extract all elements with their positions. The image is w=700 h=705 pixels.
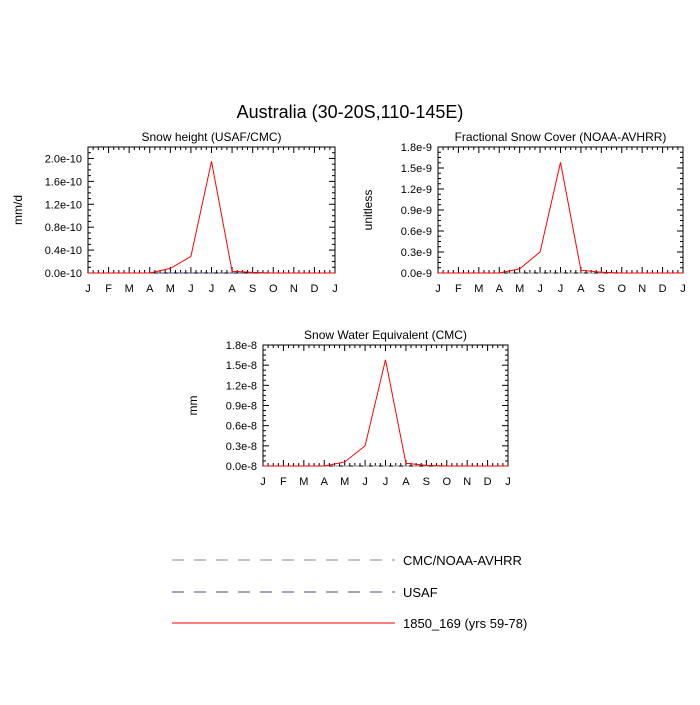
- y-axis-label: mm: [186, 396, 200, 416]
- chart-panel-1: Snow height (USAF/CMC) 0.0e-10 0.4e-10 0.8e…: [11, 130, 338, 295]
- y-tick-label: 1.2e-8: [226, 380, 257, 392]
- y-tick-label: 0.3e-8: [226, 441, 257, 453]
- x-tick-label: J: [558, 283, 564, 295]
- legend: CMC/NOAA-AVHRR USAF 1850_169 (yrs 59-78): [172, 553, 527, 631]
- x-tick-label: J: [209, 283, 215, 295]
- x-tick-label: D: [659, 283, 667, 295]
- x-tick-label: J: [383, 476, 389, 488]
- x-tick-label: A: [321, 476, 329, 488]
- y-tick-label: 0.9e-8: [226, 401, 257, 413]
- x-tick-label: J: [85, 283, 91, 295]
- x-tick-label: O: [269, 283, 278, 295]
- x-tick-label: A: [402, 476, 410, 488]
- x-tick-label: J: [188, 283, 194, 295]
- x-tick-label: F: [280, 476, 287, 488]
- y-tick-label: 0.3e-9: [401, 247, 432, 259]
- legend-label-1: CMC/NOAA-AVHRR: [403, 553, 522, 568]
- series-line-1850-169-yrs-59-78-: [438, 162, 683, 273]
- x-tick-label: J: [680, 283, 686, 295]
- y-tick-label: 2.0e-10: [45, 153, 82, 165]
- series-line-1850-169-yrs-59-78-: [263, 360, 508, 466]
- x-tick-label: A: [146, 283, 154, 295]
- x-tick-label: O: [617, 283, 626, 295]
- y-tick-label: 1.2e-9: [401, 184, 432, 196]
- y-axis-label: unitless: [361, 190, 375, 231]
- series-line-1850-169-yrs-59-78-: [88, 161, 335, 273]
- x-tick-label: M: [474, 283, 483, 295]
- legend-label-3: 1850_169 (yrs 59-78): [403, 616, 527, 631]
- plot-frame: [88, 147, 335, 273]
- x-tick-label: F: [455, 283, 462, 295]
- x-tick-label: N: [638, 283, 646, 295]
- x-tick-label: S: [423, 476, 430, 488]
- plot-frame: [263, 345, 508, 466]
- chart-panel-3: Snow Water Equivalent (CMC) 0.0e-8 0.3e-8 0…: [186, 328, 511, 488]
- y-tick-label: 0.4e-10: [45, 245, 82, 257]
- legend-label-2: USAF: [403, 585, 438, 600]
- x-tick-label: O: [442, 476, 451, 488]
- y-tick-label: 1.8e-9: [401, 142, 432, 154]
- chart-title: Fractional Snow Cover (NOAA-AVHRR): [455, 130, 667, 144]
- y-tick-label: 1.8e-8: [226, 340, 257, 352]
- y-tick-label: 0.0e-8: [226, 461, 257, 473]
- y-tick-label: 1.5e-8: [226, 360, 257, 372]
- x-tick-label: D: [484, 476, 492, 488]
- x-tick-label: M: [166, 283, 175, 295]
- x-tick-label: J: [332, 283, 338, 295]
- x-tick-label: A: [228, 283, 236, 295]
- x-tick-label: J: [505, 476, 511, 488]
- x-tick-label: M: [299, 476, 308, 488]
- y-tick-label: 1.5e-9: [401, 163, 432, 175]
- x-tick-label: J: [537, 283, 543, 295]
- x-tick-label: J: [362, 476, 368, 488]
- y-tick-label: 0.0e-10: [45, 268, 82, 280]
- plot-frame: [438, 147, 683, 273]
- x-tick-label: J: [435, 283, 441, 295]
- chart-title: Snow Water Equivalent (CMC): [304, 328, 467, 342]
- y-tick-label: 0.9e-9: [401, 205, 432, 217]
- chart-title: Snow height (USAF/CMC): [141, 130, 281, 144]
- chart-panel-2: Fractional Snow Cover (NOAA-AVHRR) 0.0e-9…: [361, 130, 686, 295]
- x-tick-label: A: [577, 283, 585, 295]
- x-tick-label: S: [249, 283, 256, 295]
- chart-panels: Snow height (USAF/CMC) 0.0e-10 0.4e-10 0.8e…: [11, 130, 686, 488]
- x-tick-label: M: [340, 476, 349, 488]
- y-tick-label: 0.8e-10: [45, 222, 82, 234]
- y-tick-label: 0.6e-8: [226, 421, 257, 433]
- x-tick-label: F: [105, 283, 112, 295]
- x-tick-label: M: [125, 283, 134, 295]
- x-tick-label: A: [496, 283, 504, 295]
- y-tick-label: 1.6e-10: [45, 176, 82, 188]
- x-tick-label: N: [290, 283, 298, 295]
- y-tick-label: 0.0e-9: [401, 268, 432, 280]
- figure-title: Australia (30-20S,110-145E): [237, 102, 464, 122]
- x-tick-label: M: [515, 283, 524, 295]
- x-tick-label: S: [598, 283, 605, 295]
- x-tick-label: N: [463, 476, 471, 488]
- y-axis-label: mm/d: [11, 195, 25, 225]
- x-tick-label: D: [310, 283, 318, 295]
- y-tick-label: 1.2e-10: [45, 199, 82, 211]
- y-tick-label: 0.6e-9: [401, 226, 432, 238]
- x-tick-label: J: [260, 476, 266, 488]
